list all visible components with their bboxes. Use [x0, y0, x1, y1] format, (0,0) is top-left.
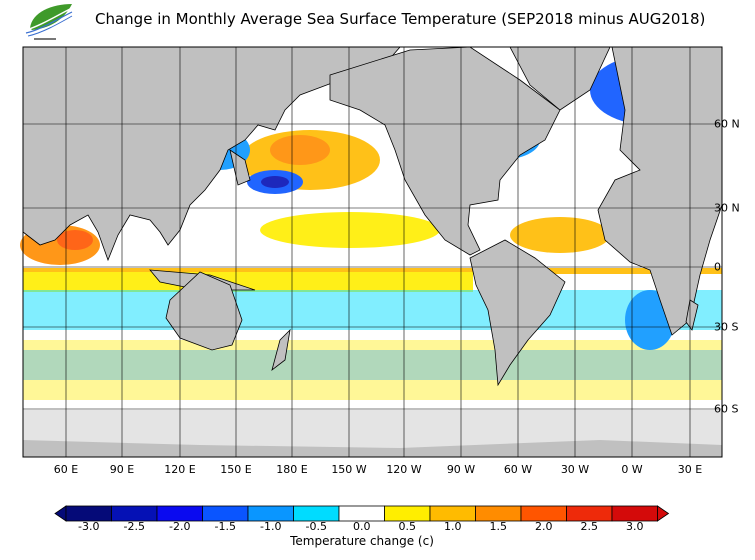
lon-label: 90 E — [109, 463, 135, 476]
lat-label: 30 N — [714, 201, 740, 215]
colorbar-tick-label: -2.5 — [123, 520, 145, 533]
colorbar-tick-label: 2.0 — [535, 520, 553, 533]
lon-label: 120 E — [164, 463, 196, 476]
north-america — [329, 46, 561, 256]
colorbar-swatch — [566, 505, 613, 522]
colorbar-over-arrow — [657, 505, 670, 522]
colorbar-swatch — [611, 505, 658, 522]
leaf-logo-icon — [25, 4, 73, 40]
colorbar-swatch — [111, 505, 158, 522]
colorbar-tick-label: 3.0 — [626, 520, 644, 533]
lon-label: 180 E — [276, 463, 308, 476]
colorbar-tick-label: 1.0 — [444, 520, 462, 533]
colorbar-swatch — [475, 505, 522, 522]
lon-label: 0 W — [621, 463, 643, 476]
lat-label: 60 N — [714, 117, 740, 131]
colorbar-swatch — [520, 505, 567, 522]
colorbar-swatch — [65, 505, 112, 522]
colorbar-swatch — [247, 505, 294, 522]
lat-label: 0 — [714, 260, 721, 274]
colorbar-tick-label: 0.5 — [398, 520, 417, 533]
japan — [229, 149, 251, 186]
lon-label: 120 W — [386, 463, 422, 476]
chart-title: Change in Monthly Average Sea Surface Te… — [95, 10, 706, 28]
map-frame — [22, 46, 723, 458]
antarctica — [23, 440, 722, 457]
colorbar-tick-label: -1.0 — [260, 520, 282, 533]
colorbar-swatch — [293, 505, 340, 522]
colorbar-swatch — [429, 505, 476, 522]
graticule — [23, 47, 722, 457]
lon-label: 30 E — [677, 463, 703, 476]
colorbar-title: Temperature change (c) — [290, 534, 434, 548]
sst-change-map — [20, 46, 723, 458]
colorbar-tick-label: -3.0 — [78, 520, 100, 533]
colorbar-swatch — [338, 505, 385, 522]
lon-label: 90 W — [446, 463, 476, 476]
colorbar-swatch — [202, 505, 249, 522]
colorbar-swatch — [384, 505, 431, 522]
lon-label: 60 E — [53, 463, 79, 476]
colorbar-tick-label: 1.5 — [489, 520, 508, 533]
colorbar-tick-label: -2.0 — [169, 520, 191, 533]
lat-label: 30 S — [714, 320, 739, 334]
colorbar-tick-label: -1.5 — [214, 520, 236, 533]
land-masses — [22, 46, 723, 387]
south-america — [469, 239, 566, 387]
colorbar-under-arrow — [54, 505, 67, 522]
colorbar-tick-label: 2.5 — [580, 520, 599, 533]
lat-label: 60 S — [714, 402, 739, 416]
new-zealand — [271, 328, 291, 372]
colorbar-tick-label: -0.5 — [305, 520, 327, 533]
lon-label: 150 W — [331, 463, 367, 476]
australia — [165, 271, 243, 351]
lon-label: 30 W — [560, 463, 590, 476]
madagascar — [685, 299, 699, 331]
europe-africa — [597, 46, 723, 336]
colorbar-tick-label: 0.0 — [353, 520, 371, 533]
lon-label: 60 W — [503, 463, 533, 476]
lon-label: 150 E — [220, 463, 252, 476]
colorbar-swatch — [156, 505, 203, 522]
